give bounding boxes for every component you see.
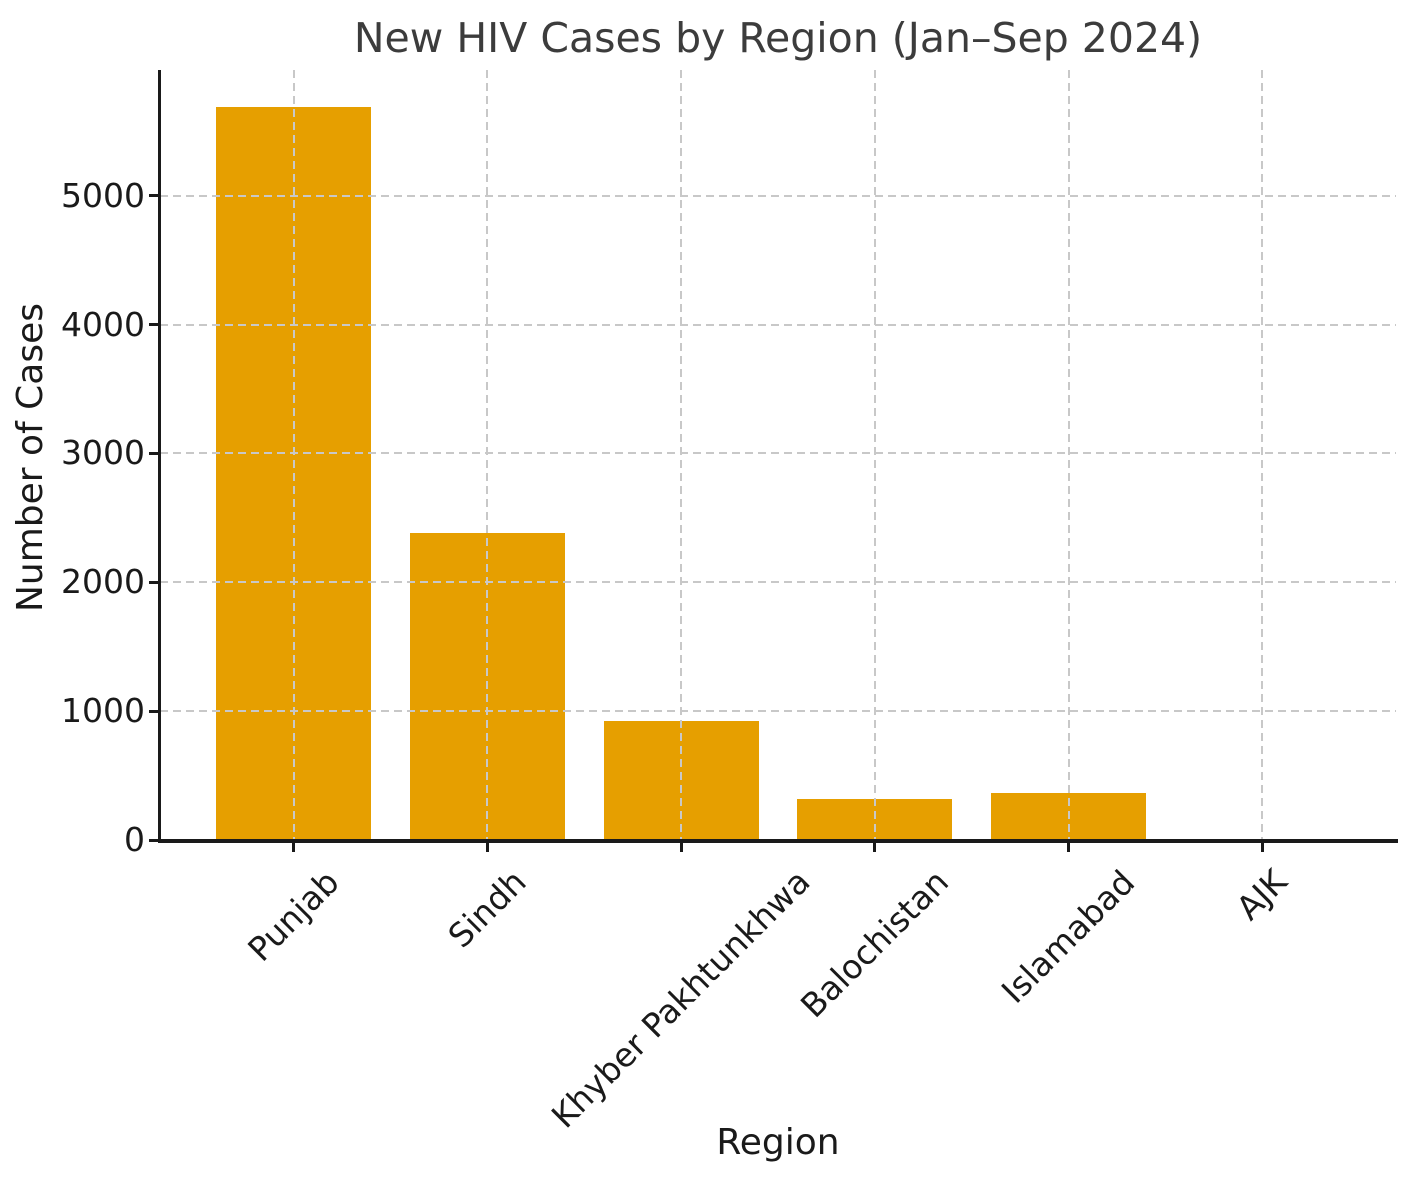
y-tick-label-1000: 1000 (61, 691, 145, 730)
x-tick-label-ajk: AJK (1228, 861, 1295, 928)
x-axis-spine (158, 839, 1398, 843)
gridline-x-punjab (293, 70, 295, 840)
gridline-y-2000 (160, 581, 1396, 583)
x-tick-ajk (1261, 843, 1264, 852)
y-tick-label-0: 0 (124, 820, 145, 859)
x-tick-label-punjab: Punjab (240, 862, 347, 969)
y-axis-label: Number of Cases (10, 302, 52, 613)
gridline-x-balochistan (874, 70, 876, 840)
y-tick-label-3000: 3000 (61, 433, 145, 472)
y-tick-5000 (149, 194, 158, 197)
x-tick-label-sindh: Sindh (440, 862, 534, 956)
y-tick-label-5000: 5000 (61, 176, 145, 215)
x-tick-islamabad (1067, 843, 1070, 852)
y-tick-0 (149, 839, 158, 842)
x-tick-label-balochistan: Balochistan (792, 862, 957, 1026)
gridline-x-islamabad (1068, 70, 1070, 840)
y-tick-2000 (149, 581, 158, 584)
gridline-x-khyber-pakhtunkhwa (680, 70, 682, 840)
y-tick-1000 (149, 710, 158, 713)
y-tick-4000 (149, 323, 158, 326)
gridline-y-1000 (160, 710, 1396, 712)
x-tick-label-khyber-pakhtunkhwa: Khyber Pakhtunkhwa (543, 861, 818, 1136)
gridline-y-5000 (160, 195, 1396, 197)
y-axis-spine (158, 70, 161, 843)
x-tick-balochistan (873, 843, 876, 852)
x-tick-punjab (292, 843, 295, 852)
gridline-x-ajk (1261, 70, 1263, 840)
gridline-y-3000 (160, 452, 1396, 454)
gridline-y-4000 (160, 324, 1396, 326)
x-tick-khyber-pakhtunkhwa (680, 843, 683, 852)
x-tick-label-islamabad: Islamabad (993, 862, 1143, 1011)
gridline-x-sindh (486, 70, 488, 840)
y-tick-label-4000: 4000 (61, 305, 145, 344)
y-tick-3000 (149, 452, 158, 455)
x-axis-label: Region (716, 1122, 840, 1163)
x-tick-sindh (486, 843, 489, 852)
y-tick-label-2000: 2000 (61, 562, 145, 601)
chart-title: New HIV Cases by Region (Jan–Sep 2024) (353, 14, 1203, 62)
